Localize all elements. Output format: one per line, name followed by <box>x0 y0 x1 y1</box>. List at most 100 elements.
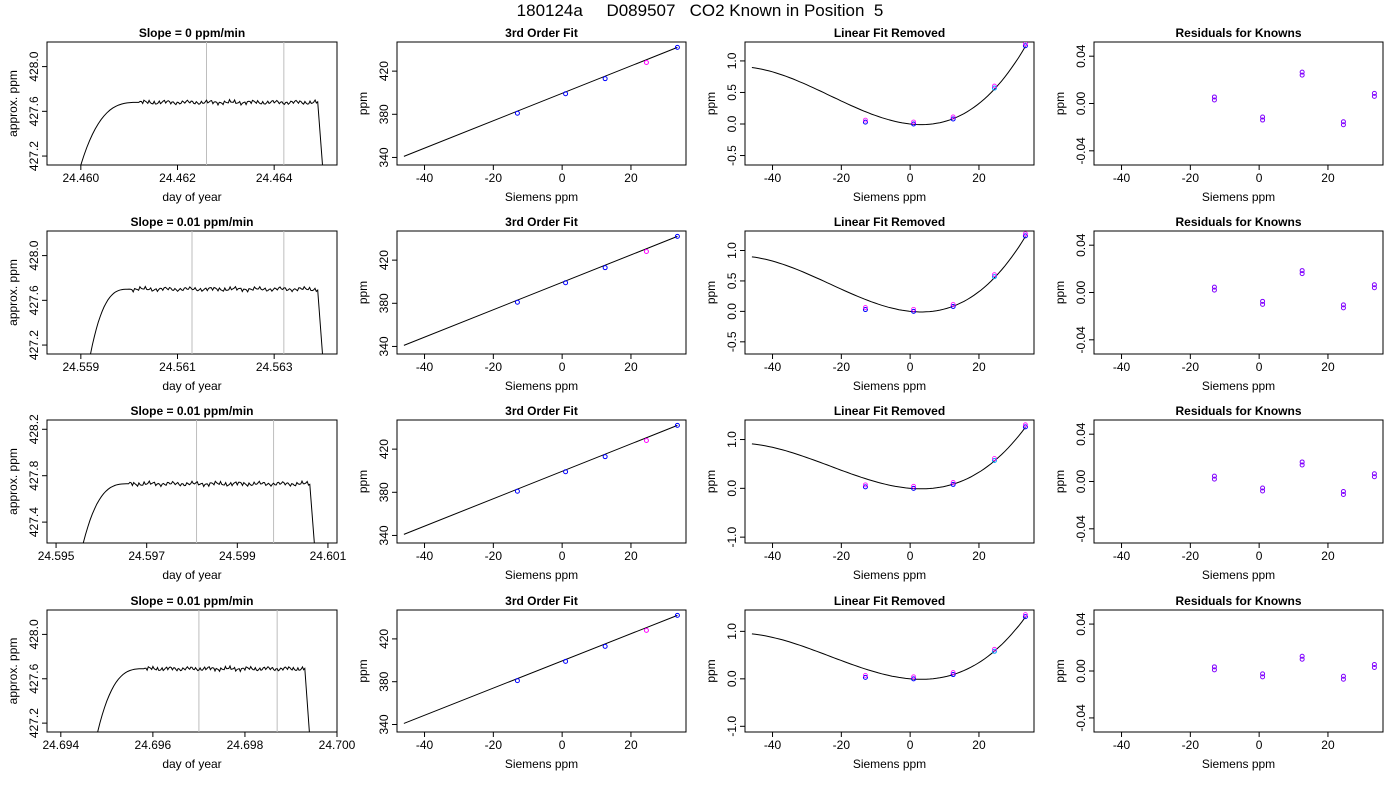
x-tick-label: -40 <box>416 738 434 752</box>
x-tick-label: 0 <box>1256 360 1263 374</box>
data-point <box>674 612 680 618</box>
x-tick-label: -40 <box>1113 171 1131 185</box>
y-tick-label: 0.5 <box>725 272 739 289</box>
y-tick-label: 0.04 <box>1074 233 1088 257</box>
x-tick-label: -20 <box>833 738 851 752</box>
y-tick-label: -1.0 <box>725 716 739 737</box>
x-tick-label: 20 <box>624 360 638 374</box>
x-tick-label: 20 <box>624 171 638 185</box>
y-tick-label: 427.6 <box>27 96 41 126</box>
data-point-secondary <box>863 305 868 310</box>
plot-frame <box>1093 609 1384 733</box>
data-point <box>1340 676 1346 682</box>
x-tick-label: 20 <box>972 360 986 374</box>
x-axis-label: Siemens ppm <box>505 190 578 204</box>
data-point <box>643 627 649 633</box>
x-tick-label: 24.599 <box>219 549 256 563</box>
panel-r3-c3: Linear Fit Removed -40 -20 0 20 -1.0 0.0 1.0 Sie… <box>704 404 1035 582</box>
data-point <box>1022 43 1028 49</box>
y-axis-label: approx. ppm <box>6 638 20 705</box>
data-point-secondary <box>1340 302 1346 308</box>
panel-r4-c1: Slope = 0.01 ppm/min 24.694 24.696 24.698 24… <box>6 594 356 771</box>
data-point <box>862 674 868 680</box>
fit-line <box>403 614 678 724</box>
x-tick-label: 24.694 <box>42 738 79 752</box>
x-tick-label: 20 <box>624 738 638 752</box>
panel-r1-c3: Linear Fit Removed -40 -20 0 20 -0.5 0.0 0.5 1.0… <box>704 26 1035 204</box>
y-axis-label: ppm <box>1053 281 1067 304</box>
x-tick-label: -20 <box>1182 171 1200 185</box>
panel-title: Slope = 0.01 ppm/min <box>130 594 253 608</box>
y-tick-label: 380 <box>377 482 391 502</box>
x-tick-label: 24.462 <box>159 171 196 185</box>
plot-frame <box>46 41 338 166</box>
data-point-secondary <box>1260 485 1266 491</box>
y-axis-label: ppm <box>356 659 370 682</box>
y-tick-label: 0.00 <box>1074 469 1088 493</box>
residual-curve <box>751 236 1026 313</box>
panel-title: Linear Fit Removed <box>834 26 945 40</box>
panel-title: Slope = 0.01 ppm/min <box>130 404 253 418</box>
panel-title: Slope = 0 ppm/min <box>139 26 245 40</box>
data-point <box>1371 285 1377 291</box>
data-point <box>602 76 608 82</box>
panel-title: Residuals for Knowns <box>1175 404 1301 418</box>
panel-r2-c4: Residuals for Knowns -40 -20 0 20 -0.04 0.00 0.… <box>1053 215 1384 393</box>
concentration-trace <box>90 285 323 354</box>
x-axis-label: Siemens ppm <box>505 757 578 771</box>
x-tick-label: 24.563 <box>256 360 293 374</box>
data-point <box>563 91 569 97</box>
data-point-secondary <box>1211 94 1217 100</box>
panel-title: 3rd Order Fit <box>505 594 578 608</box>
data-point <box>1211 287 1217 293</box>
y-axis-label: ppm <box>1053 92 1067 115</box>
data-point-secondary <box>863 117 868 123</box>
x-tick-label: -40 <box>764 549 782 563</box>
x-tick-label: -40 <box>416 360 434 374</box>
plot-area <box>751 231 1028 314</box>
x-axis-label: day of year <box>162 568 221 582</box>
data-point <box>862 307 868 313</box>
data-point <box>1340 305 1346 311</box>
panel-r2-c3: Linear Fit Removed -40 -20 0 20 -0.5 0.0 0.5 1.0… <box>704 215 1035 393</box>
x-axis-label: Siemens ppm <box>853 190 926 204</box>
data-point <box>911 485 917 491</box>
x-tick-label: -20 <box>833 549 851 563</box>
plot-frame <box>1093 41 1384 166</box>
x-tick-label: 20 <box>1321 549 1335 563</box>
y-tick-label: 380 <box>377 293 391 313</box>
x-tick-label: -40 <box>764 738 782 752</box>
data-point-secondary <box>992 456 997 461</box>
x-tick-label: 24.561 <box>159 360 196 374</box>
y-axis-label: ppm <box>356 470 370 493</box>
data-point <box>991 85 997 91</box>
plot-area <box>751 422 1028 491</box>
y-tick-label: 0.0 <box>725 115 739 132</box>
y-tick-label: -1.0 <box>725 526 739 547</box>
data-point <box>991 648 997 654</box>
y-tick-label: 0.5 <box>725 84 739 101</box>
fit-line <box>403 46 678 157</box>
x-tick-label: -20 <box>485 171 503 185</box>
panel-r2-c1: Slope = 0.01 ppm/min 24.559 24.561 24.563 42… <box>6 215 338 393</box>
data-point <box>1340 122 1346 128</box>
y-tick-label: 0.04 <box>1074 422 1088 446</box>
data-point <box>1371 474 1377 480</box>
x-tick-label: 0 <box>559 171 566 185</box>
x-tick-label: 24.700 <box>319 738 356 752</box>
panel-r4-c2: 3rd Order Fit -40 -20 0 20 340 380 420 Siemens p… <box>356 594 687 771</box>
x-axis-label: Siemens ppm <box>1202 568 1275 582</box>
data-point <box>862 484 868 490</box>
x-axis-label: day of year <box>162 190 221 204</box>
data-point-secondary <box>950 302 956 307</box>
x-tick-label: -20 <box>485 738 503 752</box>
x-tick-label: 0 <box>907 360 914 374</box>
y-tick-label: 427.2 <box>27 708 41 738</box>
data-point <box>1022 233 1028 239</box>
y-tick-label: -0.04 <box>1074 704 1088 732</box>
y-tick-label: 340 <box>377 147 391 167</box>
y-tick-label: -0.5 <box>725 145 739 166</box>
x-tick-label: 0 <box>907 549 914 563</box>
data-point <box>911 121 917 127</box>
y-axis-label: ppm <box>704 470 718 493</box>
